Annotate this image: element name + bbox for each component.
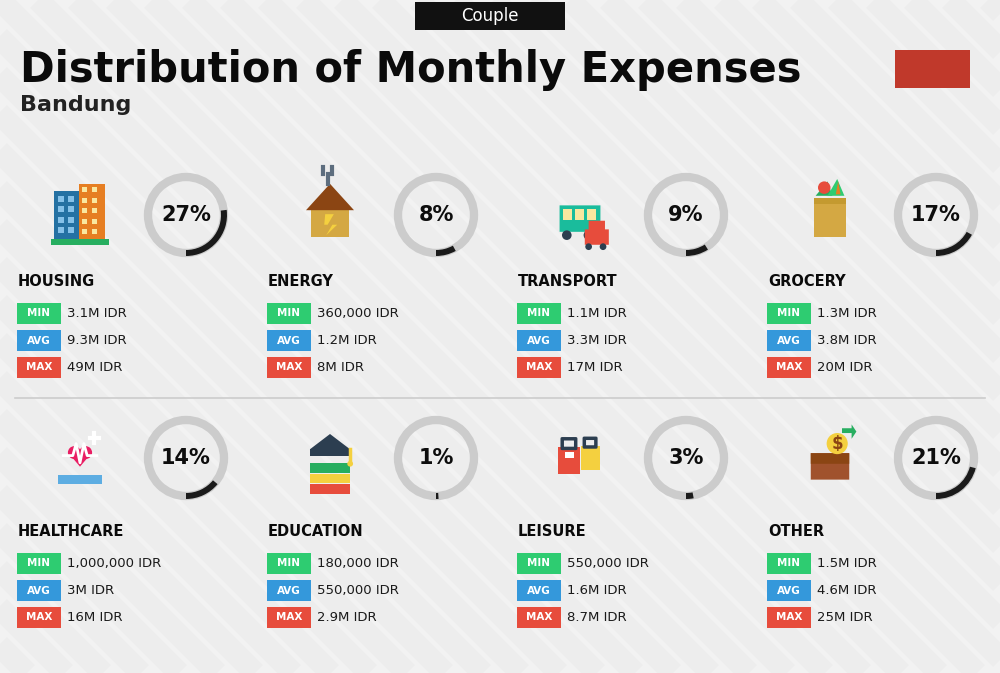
FancyBboxPatch shape: [563, 209, 572, 220]
Text: 9.3M IDR: 9.3M IDR: [67, 334, 127, 347]
Text: MAX: MAX: [276, 612, 302, 623]
Circle shape: [347, 461, 353, 466]
FancyBboxPatch shape: [92, 208, 97, 213]
FancyBboxPatch shape: [558, 448, 580, 474]
FancyBboxPatch shape: [311, 210, 349, 237]
Text: 20M IDR: 20M IDR: [817, 361, 872, 374]
Text: HOUSING: HOUSING: [18, 274, 95, 289]
Text: LEISURE: LEISURE: [518, 524, 587, 539]
Text: 3.3M IDR: 3.3M IDR: [567, 334, 627, 347]
Wedge shape: [186, 210, 227, 256]
Text: 1.5M IDR: 1.5M IDR: [817, 557, 877, 570]
FancyBboxPatch shape: [767, 580, 811, 601]
Text: 1%: 1%: [418, 448, 454, 468]
FancyBboxPatch shape: [58, 227, 64, 234]
Text: 17M IDR: 17M IDR: [567, 361, 623, 374]
Text: MIN: MIN: [778, 308, 800, 318]
Circle shape: [68, 446, 81, 459]
Text: MIN: MIN: [278, 559, 300, 569]
Text: 4.6M IDR: 4.6M IDR: [817, 584, 876, 597]
Text: Couple: Couple: [461, 7, 519, 25]
Text: 550,000 IDR: 550,000 IDR: [567, 557, 649, 570]
Text: HEALTHCARE: HEALTHCARE: [18, 524, 124, 539]
FancyBboxPatch shape: [68, 227, 74, 234]
Text: MAX: MAX: [776, 363, 802, 372]
FancyBboxPatch shape: [68, 196, 74, 201]
Text: MIN: MIN: [528, 308, 550, 318]
Text: 550,000 IDR: 550,000 IDR: [317, 584, 399, 597]
FancyBboxPatch shape: [51, 239, 109, 245]
FancyBboxPatch shape: [310, 450, 350, 456]
FancyBboxPatch shape: [415, 2, 565, 30]
FancyBboxPatch shape: [82, 198, 87, 203]
FancyBboxPatch shape: [79, 184, 105, 239]
Polygon shape: [58, 474, 102, 485]
Text: 14%: 14%: [161, 448, 211, 468]
Polygon shape: [836, 182, 841, 194]
FancyBboxPatch shape: [92, 229, 97, 234]
Text: 180,000 IDR: 180,000 IDR: [317, 557, 399, 570]
FancyBboxPatch shape: [767, 330, 811, 351]
Text: 49M IDR: 49M IDR: [67, 361, 122, 374]
Text: AVG: AVG: [777, 586, 801, 596]
Circle shape: [79, 446, 92, 459]
Wedge shape: [186, 481, 218, 499]
FancyBboxPatch shape: [581, 446, 600, 470]
Text: MIN: MIN: [778, 559, 800, 569]
Text: 3.8M IDR: 3.8M IDR: [817, 334, 877, 347]
Text: 1.1M IDR: 1.1M IDR: [567, 307, 627, 320]
FancyBboxPatch shape: [68, 217, 74, 223]
FancyBboxPatch shape: [82, 219, 87, 223]
FancyBboxPatch shape: [92, 219, 97, 223]
Wedge shape: [436, 493, 439, 499]
Polygon shape: [324, 214, 337, 236]
Text: 27%: 27%: [161, 205, 211, 225]
FancyBboxPatch shape: [589, 221, 605, 230]
Text: MAX: MAX: [526, 612, 552, 623]
Text: AVG: AVG: [27, 586, 51, 596]
Polygon shape: [69, 454, 91, 466]
Text: 25M IDR: 25M IDR: [817, 611, 873, 624]
FancyBboxPatch shape: [82, 208, 87, 213]
Wedge shape: [686, 493, 694, 499]
FancyBboxPatch shape: [17, 607, 61, 628]
Text: AVG: AVG: [277, 336, 301, 345]
FancyBboxPatch shape: [17, 303, 61, 324]
FancyBboxPatch shape: [92, 198, 97, 203]
Circle shape: [562, 230, 572, 240]
Text: MAX: MAX: [276, 363, 302, 372]
FancyBboxPatch shape: [58, 207, 64, 212]
Text: MAX: MAX: [26, 612, 52, 623]
Text: Bandung: Bandung: [20, 95, 131, 115]
FancyBboxPatch shape: [575, 209, 584, 220]
Text: GROCERY: GROCERY: [768, 274, 846, 289]
FancyBboxPatch shape: [767, 553, 811, 574]
FancyBboxPatch shape: [767, 303, 811, 324]
FancyBboxPatch shape: [68, 207, 74, 212]
Text: 8%: 8%: [418, 205, 454, 225]
Text: 3.1M IDR: 3.1M IDR: [67, 307, 127, 320]
Text: 17%: 17%: [911, 205, 961, 225]
FancyBboxPatch shape: [310, 463, 350, 473]
Text: 3M IDR: 3M IDR: [67, 584, 114, 597]
Text: 360,000 IDR: 360,000 IDR: [317, 307, 399, 320]
FancyBboxPatch shape: [54, 191, 80, 239]
Text: MIN: MIN: [528, 559, 550, 569]
Text: TRANSPORT: TRANSPORT: [518, 274, 618, 289]
Polygon shape: [842, 425, 856, 439]
FancyBboxPatch shape: [517, 607, 561, 628]
Polygon shape: [306, 184, 354, 210]
FancyBboxPatch shape: [767, 357, 811, 378]
Text: 21%: 21%: [911, 448, 961, 468]
FancyBboxPatch shape: [811, 453, 849, 464]
FancyBboxPatch shape: [517, 357, 561, 378]
FancyBboxPatch shape: [92, 187, 97, 192]
Text: AVG: AVG: [27, 336, 51, 345]
Text: 1.6M IDR: 1.6M IDR: [567, 584, 627, 597]
FancyBboxPatch shape: [267, 330, 311, 351]
Text: 1,000,000 IDR: 1,000,000 IDR: [67, 557, 161, 570]
Text: AVG: AVG: [527, 336, 551, 345]
FancyBboxPatch shape: [895, 50, 970, 88]
Wedge shape: [936, 466, 976, 499]
